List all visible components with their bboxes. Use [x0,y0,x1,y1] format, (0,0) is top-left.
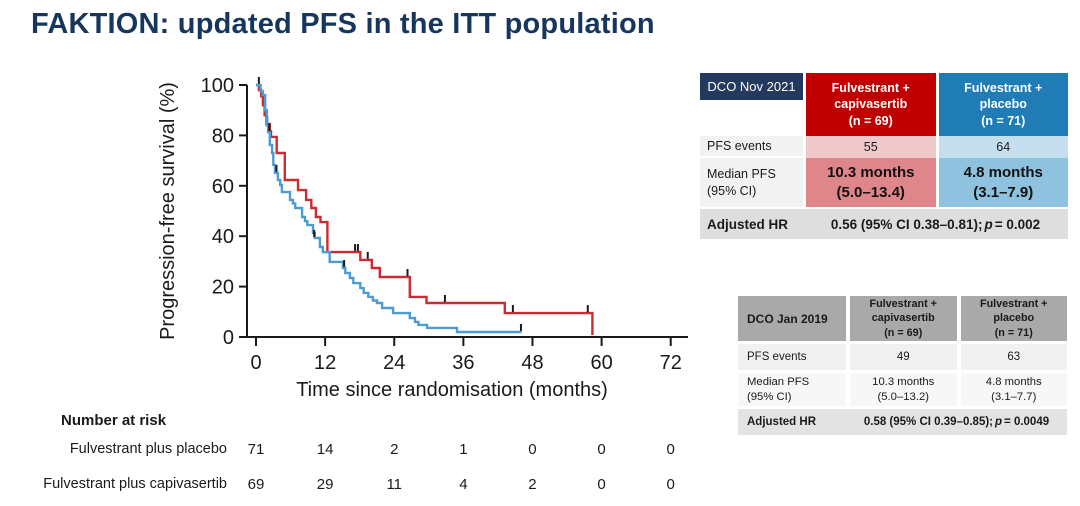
results-table-dco-nov-2021: DCO Nov 2021 Fulvestrant + capivasertib … [700,73,1068,239]
row-label: Median PFS (95% CI) [700,158,803,207]
km-curve-fulvestrant-capivasertib [256,83,594,335]
at-risk-value: 0 [666,441,675,458]
x-axis-tick-label: 48 [521,352,543,374]
adjusted-hr-value: 0.56 (95% CI 0.38–0.81); p = 0.002 [830,216,1041,232]
table-2021-pfs-events-row: PFS events 55 64 [700,136,1068,158]
table-2021-header-row: DCO Nov 2021 Fulvestrant + capivasertib … [700,73,1068,136]
x-axis-tick-label: 12 [314,352,336,374]
row-label: Median PFS (95% CI) [738,373,846,406]
median-pfs-placebo: 4.8 months (3.1–7.9) [938,158,1068,207]
at-risk-value: 4 [459,476,468,493]
x-axis-title: Time since randomisation (months) [296,379,608,401]
y-axis-tick-label: 80 [212,125,234,147]
at-risk-value: 0 [597,476,606,493]
at-risk-value: 14 [316,441,334,458]
table-2021-capivasertib-header: Fulvestrant + capivasertib (n = 69) [806,73,936,136]
row-label: Adjusted HR [707,216,788,232]
x-axis-tick-label: 36 [452,352,474,374]
at-risk-row-label: Fulvestrant plus placebo [69,441,227,457]
x-axis-tick-label: 24 [383,352,405,374]
row-label: Adjusted HR [747,416,816,428]
y-axis-tick-label: 100 [201,75,234,97]
at-risk-value: 2 [390,441,399,458]
axes-spines [246,85,688,338]
at-risk-value: 0 [666,476,675,493]
at-risk-row-label: Fulvestrant plus capivasertib [43,476,227,492]
pfs-events-placebo: 64 [938,136,1068,158]
x-axis-tick-label: 0 [250,352,261,374]
dco-jan-2019-label: DCO Jan 2019 [738,296,846,341]
at-risk-value: 0 [597,441,606,458]
pfs-events-capivasertib: 55 [806,136,936,158]
y-axis-tick-label: 40 [212,226,234,248]
dco-nov-2021-badge: DCO Nov 2021 [700,73,803,100]
table-2019-header-row: DCO Jan 2019 Fulvestrant + capivasertib … [738,296,1067,341]
table-2021-median-pfs-row: Median PFS (95% CI) 10.3 months (5.0–13.… [700,158,1068,207]
at-risk-value: 69 [247,476,265,493]
x-axis-tick-label: 60 [590,352,612,374]
number-at-risk-heading: Number at risk [61,412,167,429]
adjusted-hr-value: 0.58 (95% CI 0.39–0.85); p = 0.0049 [863,416,1050,428]
y-axis-tick-label: 60 [212,176,234,198]
table-2021-placebo-header: Fulvestrant + placebo (n = 71) [938,73,1068,136]
pfs-events-capivasertib: 49 [850,344,957,370]
row-label: PFS events [700,136,803,158]
at-risk-value: 2 [528,476,537,493]
table-2019-adjusted-hr-row: Adjusted HR 0.58 (95% CI 0.39–0.85); p = 0… [738,409,1067,435]
table-2019-placebo-header: Fulvestrant + placebo (n = 71) [960,296,1067,341]
slide-title: FAKTION: updated PFS in the ITT populati… [31,8,655,40]
y-axis-tick-label: 20 [212,277,234,299]
y-axis-tick-label: 0 [223,327,234,349]
pfs-events-placebo: 63 [960,344,1067,370]
at-risk-value: 11 [386,476,403,493]
km-curve-fulvestrant-placebo [256,83,522,334]
results-table-dco-jan-2019: DCO Jan 2019 Fulvestrant + capivasertib … [738,296,1067,435]
table-2019-capivasertib-header: Fulvestrant + capivasertib (n = 69) [850,296,957,341]
at-risk-value: 1 [459,441,468,458]
x-axis-tick-label: 72 [660,352,682,374]
median-pfs-capivasertib: 10.3 months (5.0–13.4) [806,158,936,207]
table-2021-badge-cell: DCO Nov 2021 [700,73,803,136]
table-2019-pfs-events-row: PFS events 49 63 [738,344,1067,370]
median-pfs-capivasertib: 10.3 months (5.0–13.2) [850,373,957,406]
y-axis-title: Progression-free survival (%) [157,82,179,340]
row-label: PFS events [738,344,846,370]
at-risk-value: 0 [528,441,537,458]
median-pfs-placebo: 4.8 months (3.1–7.7) [960,373,1067,406]
at-risk-value: 29 [316,476,334,493]
table-2019-median-pfs-row: Median PFS (95% CI) 10.3 months (5.0–13.… [738,373,1067,406]
at-risk-value: 71 [247,441,265,458]
table-2021-adjusted-hr-row: Adjusted HR 0.56 (95% CI 0.38–0.81); p = 0… [700,209,1068,239]
